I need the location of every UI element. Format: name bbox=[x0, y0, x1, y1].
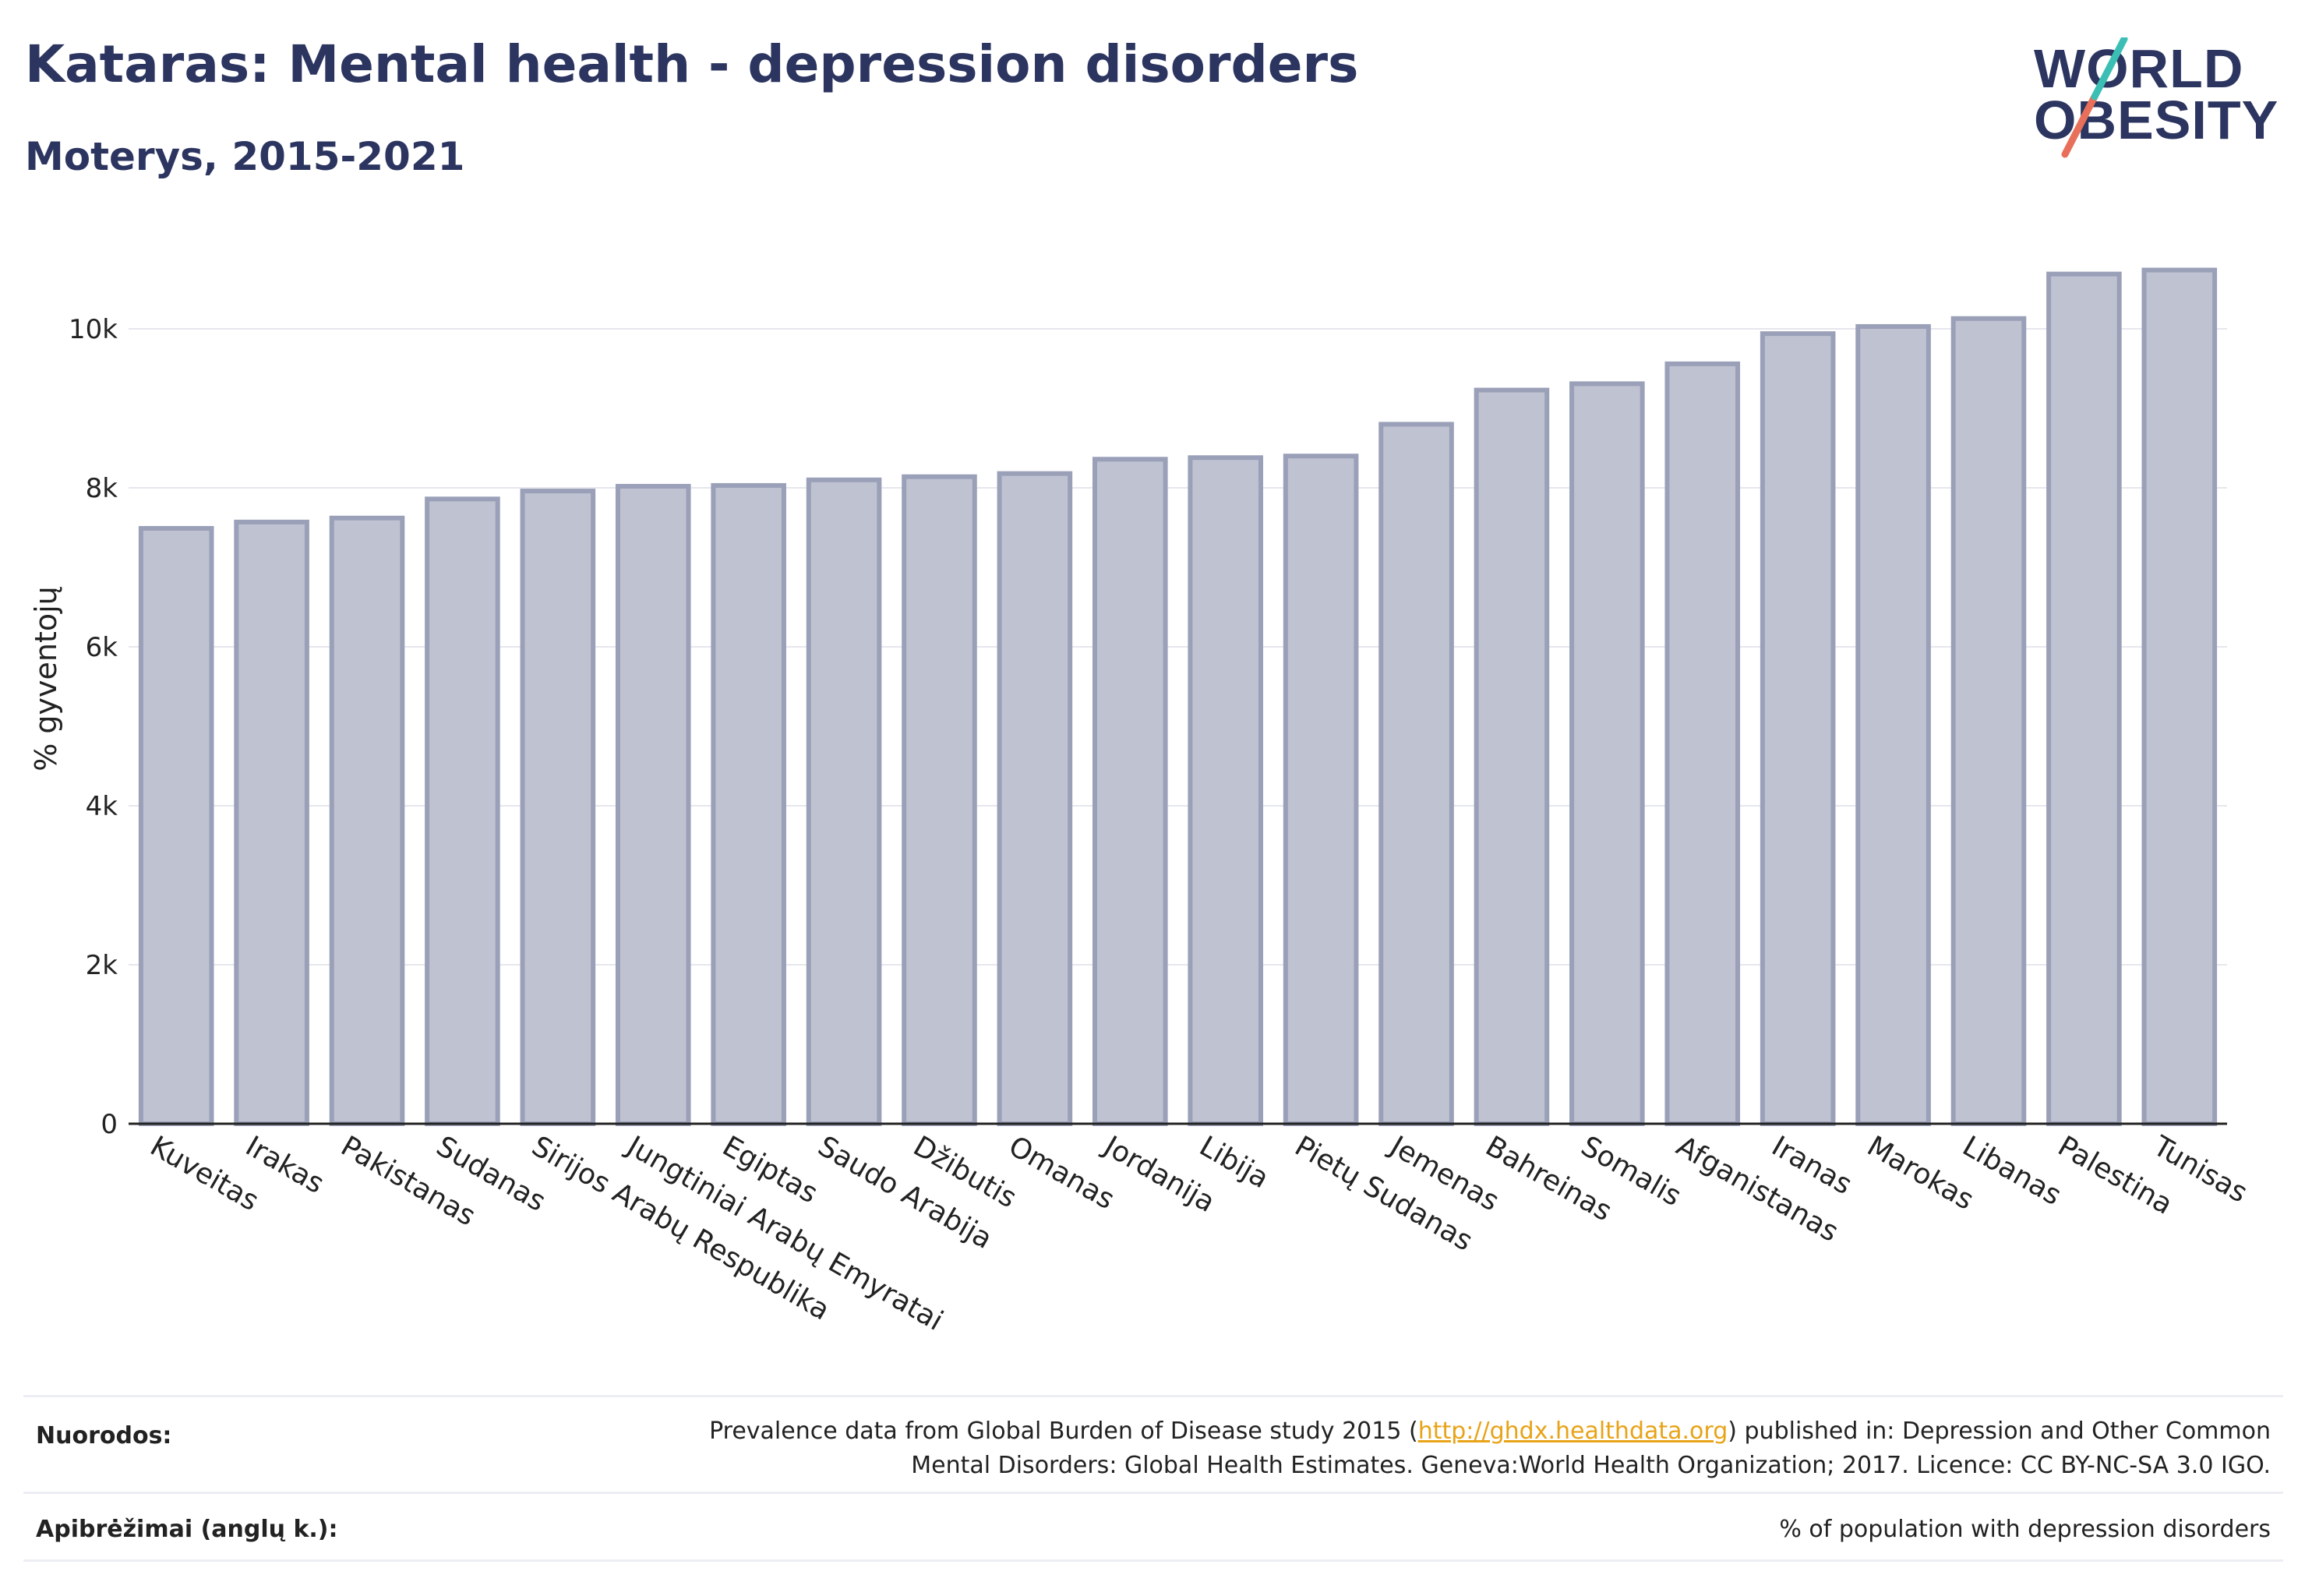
y-tick-label: 10k bbox=[69, 314, 118, 345]
sources-label: Nuorodos: bbox=[36, 1422, 172, 1449]
definitions-row: Apibrėžimai (anglų k.): % of population … bbox=[23, 1492, 2283, 1562]
bar bbox=[1760, 331, 1836, 1126]
y-tick-label: 2k bbox=[86, 950, 118, 981]
bar bbox=[520, 489, 596, 1126]
logo-word-world: WORLD bbox=[2034, 38, 2244, 99]
bar bbox=[1950, 316, 2027, 1126]
bar bbox=[2046, 271, 2122, 1126]
bar bbox=[1664, 361, 1741, 1126]
bar bbox=[711, 482, 786, 1126]
y-axis-label: % gyventojų bbox=[29, 586, 63, 772]
bars bbox=[138, 267, 2218, 1127]
bar bbox=[806, 477, 882, 1126]
sources-text: Prevalence data from Global Burden of Di… bbox=[709, 1414, 2271, 1483]
bar bbox=[1474, 387, 1550, 1127]
y-tick-label: 0 bbox=[101, 1109, 118, 1140]
bar bbox=[1855, 323, 1931, 1126]
x-tick-label: Marokas bbox=[1862, 1130, 1979, 1216]
y-tick-label: 4k bbox=[86, 791, 118, 822]
x-tick-label: Omanas bbox=[1003, 1130, 1120, 1216]
sources-text-line2: Mental Disorders: Global Health Estimate… bbox=[911, 1452, 2271, 1479]
sources-row: Nuorodos: Prevalence data from Global Bu… bbox=[23, 1395, 2283, 1494]
bar bbox=[1188, 455, 1263, 1126]
bar bbox=[1569, 381, 1645, 1126]
y-tick-label: 6k bbox=[86, 632, 118, 663]
sources-text-pre: Prevalence data from Global Burden of Di… bbox=[709, 1418, 1418, 1445]
x-tick-label: Kuveitas bbox=[145, 1130, 264, 1217]
y-tick-label: 8k bbox=[86, 473, 118, 504]
y-tick-labels: 0 2k 4k 6k 8k 10k bbox=[69, 314, 118, 1140]
bar bbox=[1283, 454, 1359, 1126]
bar bbox=[615, 483, 691, 1126]
chart-title: Kataras: Mental health - depression diso… bbox=[25, 34, 1359, 94]
sources-link[interactable]: http://ghdx.healthdata.org bbox=[1417, 1418, 1728, 1445]
bar bbox=[138, 526, 214, 1126]
bar bbox=[902, 474, 977, 1126]
sources-text-post: ) published in: Depression and Other Com… bbox=[1728, 1418, 2271, 1445]
logo-slash-icon bbox=[2061, 37, 2128, 158]
world-obesity-logo: WORLD OBESITY bbox=[2034, 37, 2291, 170]
x-tick-label: Libanas bbox=[1957, 1130, 2067, 1212]
definitions-label: Apibrėžimai (anglų k.): bbox=[36, 1516, 338, 1543]
bar bbox=[2141, 267, 2218, 1126]
bar bbox=[997, 471, 1073, 1126]
definitions-text: % of population with depression disorder… bbox=[1779, 1516, 2271, 1543]
bar bbox=[425, 496, 500, 1126]
x-tick-label: Afganistanas bbox=[1671, 1130, 1844, 1248]
bar bbox=[329, 515, 405, 1126]
bar bbox=[1378, 422, 1454, 1126]
bar bbox=[234, 519, 309, 1126]
chart-subtitle: Moterys, 2015-2021 bbox=[25, 134, 465, 179]
bar bbox=[1092, 457, 1168, 1126]
